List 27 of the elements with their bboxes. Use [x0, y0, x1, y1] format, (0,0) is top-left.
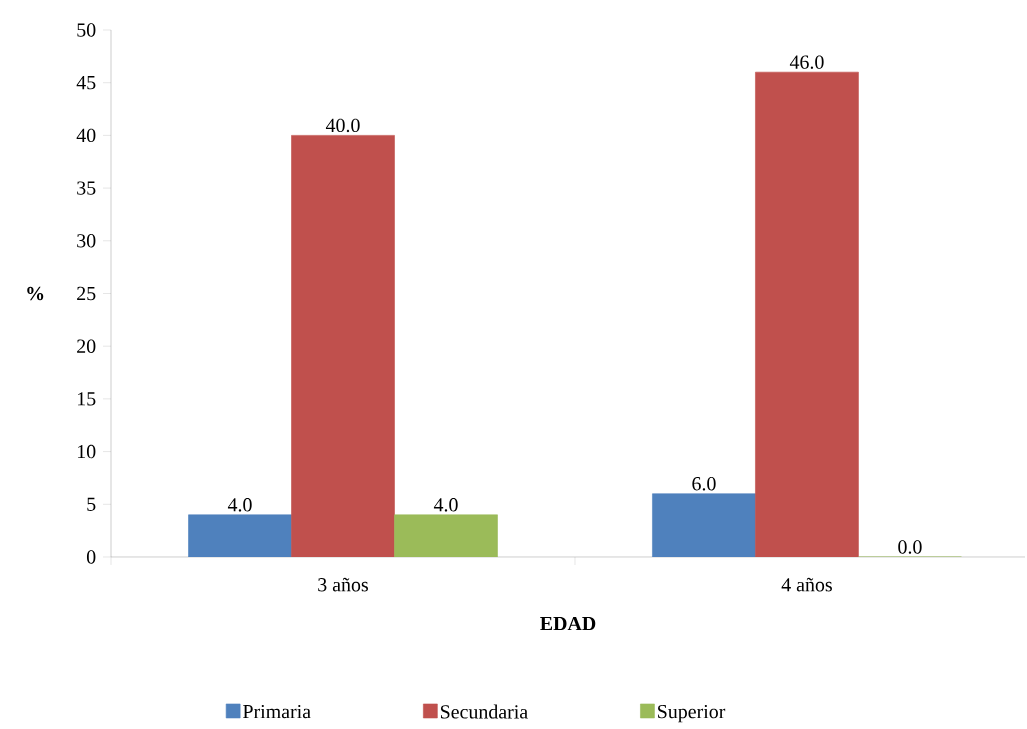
y-axis-title: % — [27, 286, 44, 301]
x-axis-title: EDAD — [540, 616, 596, 631]
y-tick-label: 40 — [76, 128, 96, 143]
bar — [652, 493, 756, 557]
legend-label: Secundaria — [440, 704, 528, 719]
y-tick-label: 50 — [77, 23, 96, 37]
y-tick-label: 30 — [77, 234, 96, 248]
y-tick-label: 25 — [77, 286, 96, 301]
y-tick-label: 10 — [77, 444, 96, 459]
data-label: 4.0 — [227, 498, 252, 512]
y-tick-label: 20 — [77, 339, 96, 353]
data-label: 40.0 — [325, 118, 360, 133]
bar — [188, 514, 292, 557]
x-tick-label: 4 años — [781, 577, 832, 592]
data-label: 0.0 — [898, 540, 922, 554]
legend-label: Primaria — [243, 704, 311, 719]
y-tick-label: 5 — [87, 497, 96, 511]
data-label: 4.0 — [433, 498, 458, 512]
y-tick-label: 15 — [77, 392, 96, 406]
x-tick-label: 3 años — [318, 577, 368, 592]
y-tick-label: 0 — [86, 550, 96, 564]
y-tick-label: 45 — [76, 76, 96, 90]
data-label: 46.0 — [789, 55, 824, 69]
legend-label: Superior — [658, 704, 726, 723]
y-tick-label: 35 — [77, 181, 96, 195]
bar — [394, 514, 498, 557]
data-label: 6.0 — [692, 477, 716, 491]
